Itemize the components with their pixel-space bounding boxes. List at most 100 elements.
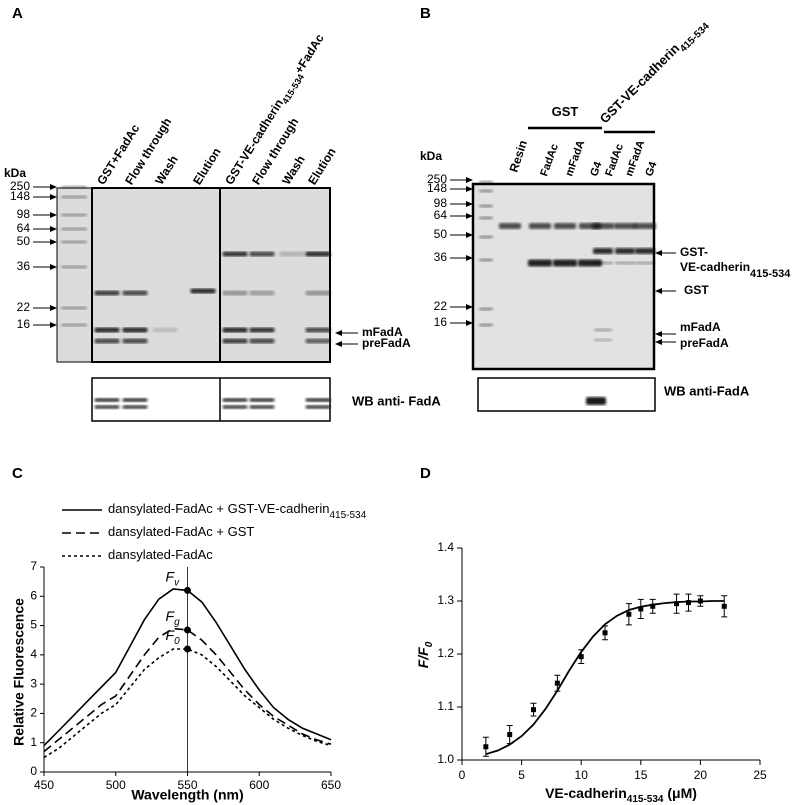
point xyxy=(602,630,608,636)
point xyxy=(184,586,191,594)
kda-label: kDa xyxy=(420,149,442,163)
y-axis-label: F/F0 xyxy=(415,641,435,668)
x-tick-label: 550 xyxy=(177,778,197,792)
gel-band xyxy=(479,258,493,262)
y-tick-label: 1.0 xyxy=(437,752,454,766)
text-part: dansylated-FadAc xyxy=(108,547,213,562)
point xyxy=(578,654,584,660)
text-part: VE-cadherin xyxy=(545,785,627,801)
gel-band xyxy=(222,398,248,402)
wb-label: WB anti-FadA xyxy=(664,383,750,398)
marker-label: 50 xyxy=(17,234,31,248)
gel-band xyxy=(615,248,635,254)
gel-band xyxy=(61,227,87,231)
gel-band xyxy=(61,195,87,199)
y-tick-label: 5 xyxy=(30,618,37,632)
x-axis-label: VE-cadherin415-534 (μM) xyxy=(545,785,697,805)
y-tick-label: 0 xyxy=(30,764,37,778)
point xyxy=(507,732,513,738)
gel-band xyxy=(614,223,636,229)
group-label: GST xyxy=(552,104,579,119)
marker-label: 64 xyxy=(17,221,31,235)
annotation: Fv xyxy=(166,568,181,588)
band-label: preFadA xyxy=(680,336,729,350)
data-line xyxy=(43,627,332,753)
marker-label: 16 xyxy=(17,317,31,331)
gel-band xyxy=(94,405,120,409)
marker-label: 22 xyxy=(17,300,31,314)
x-tick-label: 25 xyxy=(753,768,767,782)
annotation: F0 xyxy=(166,627,181,647)
gel-band xyxy=(305,338,331,344)
y-tick-label: 6 xyxy=(30,588,37,602)
gel-band xyxy=(222,251,248,257)
gel-band xyxy=(122,405,148,409)
y-tick-label: 1.2 xyxy=(437,646,454,660)
gel-band xyxy=(94,338,120,344)
band-label: GST- xyxy=(680,245,708,259)
marker-label: 36 xyxy=(434,250,448,264)
legend-label: dansylated-FadAc + GST-VE-cadherin415-53… xyxy=(108,501,367,521)
point xyxy=(650,603,656,609)
gel-band xyxy=(249,251,275,257)
gel xyxy=(57,188,330,362)
gel-band xyxy=(122,398,148,402)
y-tick-label: 4 xyxy=(30,647,37,661)
gel-band xyxy=(190,288,216,294)
text-part: GST- xyxy=(680,245,708,259)
legend-label: dansylated-FadAc xyxy=(108,547,213,562)
gel-band xyxy=(249,405,275,409)
y-tick-label: 1.3 xyxy=(437,593,454,607)
gel-band xyxy=(249,290,275,296)
text-part: Wash xyxy=(279,153,308,187)
text-part: F xyxy=(166,568,176,584)
gel-band xyxy=(586,397,606,405)
marker-label: 16 xyxy=(434,315,448,329)
marker-label: 250 xyxy=(10,179,30,193)
gel-band xyxy=(94,398,120,402)
lane-label: mFadA xyxy=(563,139,587,178)
point xyxy=(483,744,489,750)
point xyxy=(184,645,191,653)
text-part: GST xyxy=(552,104,579,119)
y-tick-label: 2 xyxy=(30,706,37,720)
gel-band xyxy=(249,338,275,344)
text-part: Elution xyxy=(190,145,223,187)
x-tick-label: 5 xyxy=(518,768,525,782)
marker-label: 148 xyxy=(427,181,447,195)
wb-label: WB anti- FadA xyxy=(352,393,441,408)
gel-band xyxy=(479,204,493,208)
panel-letter: A xyxy=(12,5,23,22)
point xyxy=(685,600,691,606)
gel-band xyxy=(249,327,275,333)
lane-label: G4 xyxy=(643,159,660,178)
text-part: dansylated-FadAc + GST xyxy=(108,524,254,539)
gel-band xyxy=(593,261,613,265)
point xyxy=(554,680,560,686)
text-part: (μM) xyxy=(663,785,696,801)
y-tick-label: 1.4 xyxy=(437,540,454,554)
subscript: 415-534 xyxy=(329,510,366,521)
text-part: F xyxy=(166,627,176,643)
legend-label: dansylated-FadAc + GST xyxy=(108,524,254,539)
marker-label: 50 xyxy=(434,227,448,241)
point xyxy=(697,598,703,604)
x-tick-label: 20 xyxy=(694,768,708,782)
gel-band xyxy=(305,290,331,296)
marker-label: 250 xyxy=(427,172,447,186)
gel-band xyxy=(222,405,248,409)
subscript: g xyxy=(174,617,180,628)
subscript: 415-534 xyxy=(627,794,664,805)
gel-band xyxy=(94,327,120,333)
gel-band xyxy=(122,338,148,344)
gel-band xyxy=(222,290,248,296)
text-part: F xyxy=(166,608,176,624)
x-tick-label: 450 xyxy=(34,778,54,792)
text-part: F/F xyxy=(415,647,431,668)
gel-band xyxy=(305,327,331,333)
panel-letter: D xyxy=(420,465,431,482)
gel xyxy=(471,182,656,371)
marker-label: 98 xyxy=(17,207,31,221)
